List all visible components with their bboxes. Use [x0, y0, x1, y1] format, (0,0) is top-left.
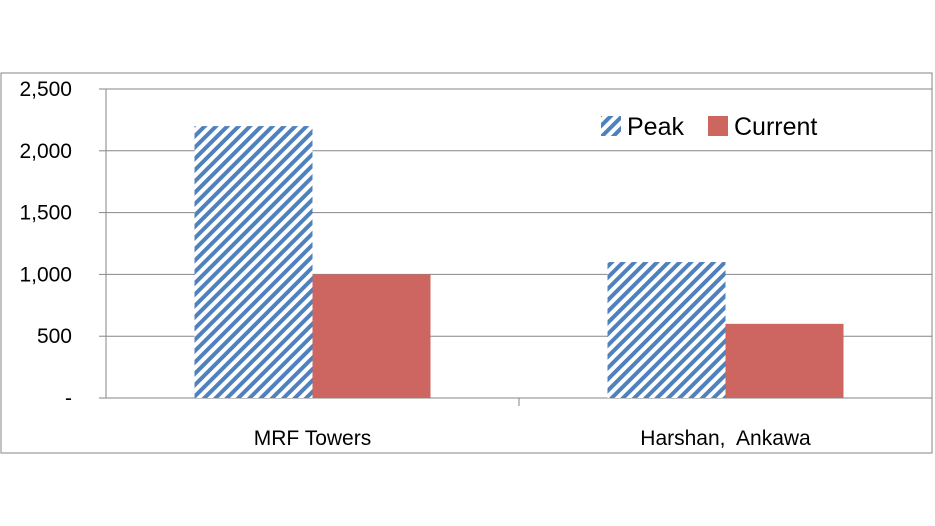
y-tick-label: 1,000 [19, 263, 72, 286]
legend: Peak Current [601, 113, 817, 141]
legend-label-peak: Peak [627, 113, 684, 141]
y-tick-label: 2,500 [19, 78, 72, 101]
y-tick-label: - [65, 387, 72, 410]
bars [194, 126, 844, 398]
legend-label-current: Current [734, 113, 817, 141]
bar-peak-1 [607, 262, 726, 398]
category-label: Harshan, Ankawa [640, 427, 811, 450]
legend-swatch-current [708, 116, 728, 136]
legend-item-current: Current [708, 113, 817, 141]
bar-current-0 [312, 274, 431, 398]
bar-current-1 [725, 323, 844, 398]
category-label: MRF Towers [254, 427, 371, 450]
y-tick-label: 500 [37, 325, 72, 348]
y-tick-label: 1,500 [19, 202, 72, 225]
bar-peak-0 [194, 126, 313, 398]
category-labels: MRF Towers Harshan, Ankawa [254, 427, 811, 450]
legend-item-peak: Peak [601, 113, 684, 141]
y-tick-labels: - 500 1,000 1,500 2,000 2,500 [19, 78, 72, 410]
legend-swatch-peak [601, 116, 621, 136]
y-tick-label: 2,000 [19, 140, 72, 163]
